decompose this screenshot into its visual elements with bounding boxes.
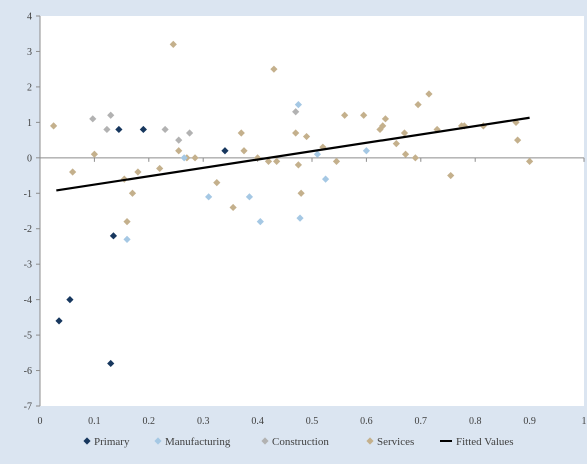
services-point: [341, 111, 349, 119]
services-point: [134, 168, 142, 176]
services-point: [175, 147, 183, 155]
x-tick-label: 0.7: [415, 416, 428, 427]
x-tick-label: 0.9: [523, 416, 536, 427]
services-point: [392, 140, 400, 148]
primary-point: [66, 296, 74, 304]
services-point: [302, 132, 311, 141]
x-tick-label: 0: [38, 416, 43, 427]
construction-point: [89, 115, 97, 123]
services-point: [90, 150, 98, 158]
services-point: [360, 111, 368, 119]
construction-point: [107, 111, 115, 119]
manufacturing-point: [256, 218, 264, 226]
x-tick-label: 0.5: [306, 416, 319, 427]
primary-point: [115, 125, 123, 134]
primary-point: [55, 317, 63, 325]
x-tick-label: 0.6: [360, 416, 373, 427]
services-point: [240, 147, 248, 155]
services-point: [292, 129, 300, 137]
services-point: [294, 161, 302, 169]
y-tick-label: 3: [27, 47, 32, 58]
services-point: [50, 122, 58, 130]
services-point: [229, 203, 237, 212]
services-point: [514, 136, 522, 144]
manufacturing-point: [322, 175, 330, 183]
construction-point: [175, 136, 183, 144]
manufacturing-point: [294, 101, 302, 109]
y-tick-label: -6: [24, 366, 32, 377]
x-tick-label: 0.3: [197, 416, 210, 427]
construction-point: [161, 125, 169, 134]
primary-point: [139, 125, 147, 134]
manufacturing-point: [313, 150, 322, 158]
construction-point: [103, 125, 111, 134]
services-point: [379, 122, 387, 130]
services-point: [425, 90, 433, 98]
legend-services-label: Services: [377, 436, 414, 448]
x-tick-label: 0.2: [143, 416, 156, 427]
manufacturing-point: [362, 147, 370, 155]
services-point: [414, 101, 422, 109]
services-point: [411, 154, 419, 162]
y-tick-label: -5: [24, 331, 32, 342]
legend-fitted-values-label: Fitted Values: [456, 436, 514, 448]
services-point: [270, 65, 278, 73]
y-tick-label: -1: [24, 189, 32, 200]
x-tick-label: 1: [582, 416, 587, 427]
y-tick-label: -4: [24, 295, 32, 306]
services-point: [264, 157, 273, 165]
services-point: [447, 171, 455, 180]
construction-point: [292, 108, 300, 116]
manufacturing-point: [245, 193, 254, 201]
y-tick-label: 1: [27, 118, 32, 129]
services-point: [401, 150, 410, 158]
legend-construction-swatch: [261, 437, 269, 445]
y-tick-label: -7: [24, 402, 32, 413]
services-point: [169, 40, 177, 48]
services-point: [297, 189, 305, 197]
services-point: [156, 164, 164, 173]
services-point: [191, 154, 199, 162]
legend-manufacturing-swatch: [154, 437, 162, 445]
primary-point: [221, 147, 229, 155]
y-tick-label: -2: [24, 224, 32, 235]
x-tick-label: 0.4: [251, 416, 264, 427]
manufacturing-point: [205, 193, 213, 201]
legend-construction-label: Construction: [272, 436, 329, 448]
legend-manufacturing-label: Manufacturing: [165, 436, 231, 448]
legend-services-swatch: [366, 437, 374, 445]
construction-point: [186, 129, 194, 137]
manufacturing-point: [180, 154, 188, 162]
legend-primary-swatch: [83, 437, 91, 445]
primary-point: [107, 359, 115, 368]
legend-primary-label: Primary: [94, 436, 130, 448]
services-point: [69, 168, 77, 176]
manufacturing-point: [296, 214, 304, 222]
services-point: [237, 129, 245, 137]
services-point: [381, 115, 390, 123]
y-tick-label: -3: [24, 260, 32, 271]
y-tick-label: 0: [27, 153, 32, 164]
primary-point: [109, 232, 118, 240]
services-point: [128, 189, 137, 197]
services-point: [213, 179, 221, 187]
x-tick-label: 0.1: [88, 416, 101, 427]
x-tick-label: 0.8: [469, 416, 482, 427]
y-tick-label: 2: [27, 82, 32, 93]
y-tick-label: 4: [27, 12, 32, 23]
services-point: [123, 218, 131, 226]
services-point: [400, 129, 409, 137]
plot-area-background: [40, 16, 584, 406]
manufacturing-point: [123, 235, 131, 243]
services-point: [526, 157, 534, 165]
fitted-values-line: [56, 116, 530, 192]
services-point: [273, 157, 281, 165]
services-point: [332, 157, 341, 165]
